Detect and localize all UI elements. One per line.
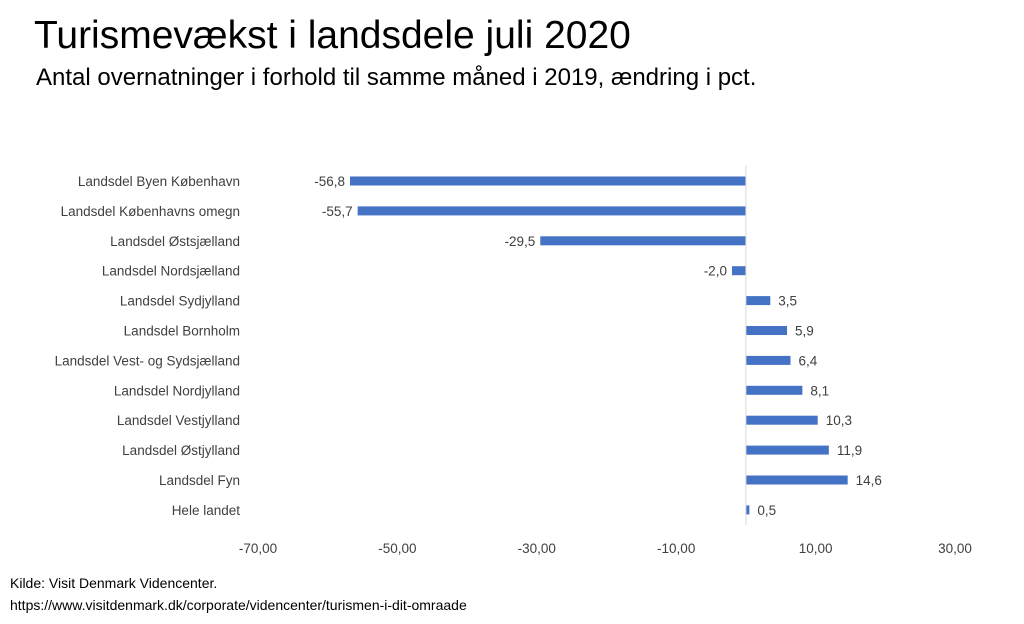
bar <box>745 326 788 335</box>
x-tick-label: -10,00 <box>657 541 695 556</box>
category-label: Landsdel Østjylland <box>122 443 240 458</box>
data-label: 0,5 <box>757 503 776 518</box>
category-label: Landsdel Nordsjælland <box>102 264 240 279</box>
bar <box>745 296 771 306</box>
x-tick-label: -30,00 <box>518 541 556 556</box>
category-label: Landsdel Fyn <box>159 473 240 488</box>
data-label: 3,5 <box>778 294 797 309</box>
x-tick-label: -70,00 <box>239 541 277 556</box>
category-label: Landsdel Østsjælland <box>110 234 240 249</box>
x-tick-label: 10,00 <box>799 541 833 556</box>
data-label: 11,9 <box>837 443 862 458</box>
bar <box>731 266 746 276</box>
data-label: 6,4 <box>799 353 818 368</box>
category-label: Landsdel Sydjylland <box>120 294 240 309</box>
chart-title: Turismevækst i landsdele juli 2020 <box>34 14 631 57</box>
data-label: 5,9 <box>795 324 814 339</box>
source-note: Kilde: Visit Denmark Videncenter. https:… <box>10 572 467 616</box>
bar <box>745 505 750 515</box>
data-label: 10,3 <box>826 413 852 428</box>
data-label: -55,7 <box>322 204 353 219</box>
x-tick-label: 30,00 <box>938 541 972 556</box>
chart-subtitle: Antal overnatninger i forhold til samme … <box>36 64 757 91</box>
category-label: Landsdel Vest- og Sydsjælland <box>55 353 240 368</box>
source-line-1: Kilde: Visit Denmark Videncenter. <box>10 575 218 591</box>
category-label: Landsdel Bornholm <box>124 324 240 339</box>
data-label: 8,1 <box>810 383 829 398</box>
bar <box>357 206 746 216</box>
data-label: -29,5 <box>505 234 536 249</box>
category-label: Landsdel Byen København <box>78 174 240 189</box>
source-url: https://www.visitdenmark.dk/corporate/vi… <box>10 597 467 613</box>
bar <box>745 415 818 425</box>
bar <box>745 355 791 365</box>
bar <box>350 176 746 186</box>
category-label: Landsdel Vestjylland <box>117 413 240 428</box>
category-label: Hele landet <box>172 503 241 518</box>
bar <box>745 385 803 395</box>
data-label: -56,8 <box>314 174 345 189</box>
bar <box>540 236 746 246</box>
data-label: -2,0 <box>704 264 727 279</box>
x-tick-label: -50,00 <box>378 541 416 556</box>
bar <box>745 445 829 455</box>
category-label: Landsdel Københavns omegn <box>61 204 240 219</box>
data-label: 14,6 <box>856 473 882 488</box>
bar <box>745 475 848 485</box>
category-label: Landsdel Nordjylland <box>114 383 240 398</box>
